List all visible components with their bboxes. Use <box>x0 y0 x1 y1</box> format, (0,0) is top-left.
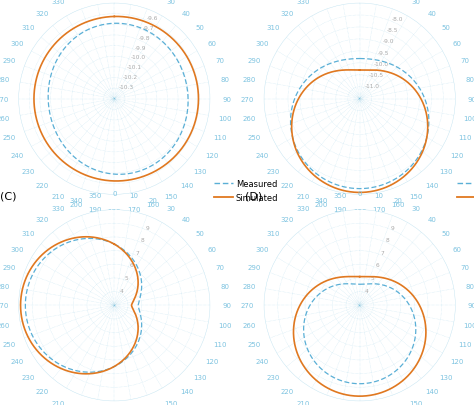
Text: (D): (D) <box>245 191 262 201</box>
Legend: Measured, Simulation: Measured, Simulation <box>457 180 474 202</box>
Text: (C): (C) <box>0 191 16 201</box>
Legend: Measured, Simulated: Measured, Simulated <box>214 180 278 202</box>
